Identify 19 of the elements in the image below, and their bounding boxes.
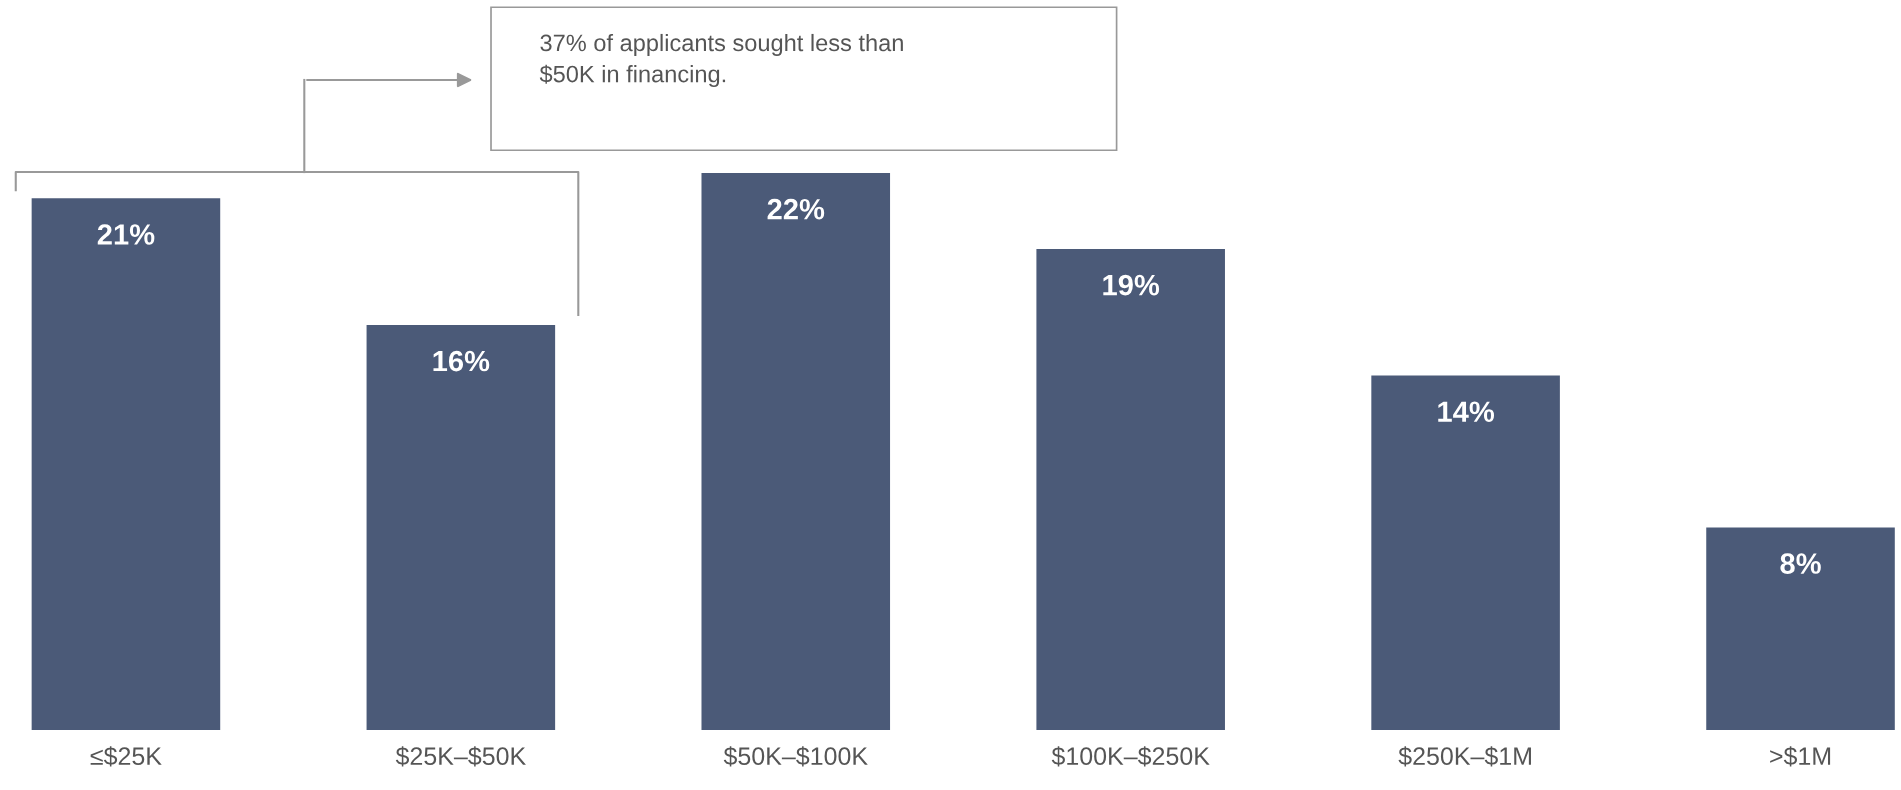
data-label: 22%: [767, 198, 825, 220]
x-tick-label: $100K–$250K: [1051, 746, 1210, 767]
bar: [31, 198, 221, 730]
bar: [1036, 248, 1225, 730]
x-tick-label: $50K–$100K: [723, 746, 868, 767]
x-tick-label: $250K–$1M: [1398, 746, 1531, 767]
data-label: 21%: [97, 224, 155, 245]
data-label: 16%: [433, 350, 490, 372]
bar: [1706, 527, 1895, 730]
data-label: 19%: [1103, 274, 1160, 296]
bar: [701, 173, 891, 730]
x-tick-label: $25K–$50K: [395, 746, 526, 767]
bar: [1371, 375, 1560, 730]
x-tick-label: >$1M: [1770, 746, 1831, 767]
bar: [366, 324, 556, 730]
data-label: 14%: [1438, 401, 1495, 422]
data-label: 8%: [1780, 553, 1821, 574]
x-tick-label: ≤$25K: [90, 746, 162, 767]
text: 37% of applicants sought less than $50K in financing.: [539, 33, 903, 88]
